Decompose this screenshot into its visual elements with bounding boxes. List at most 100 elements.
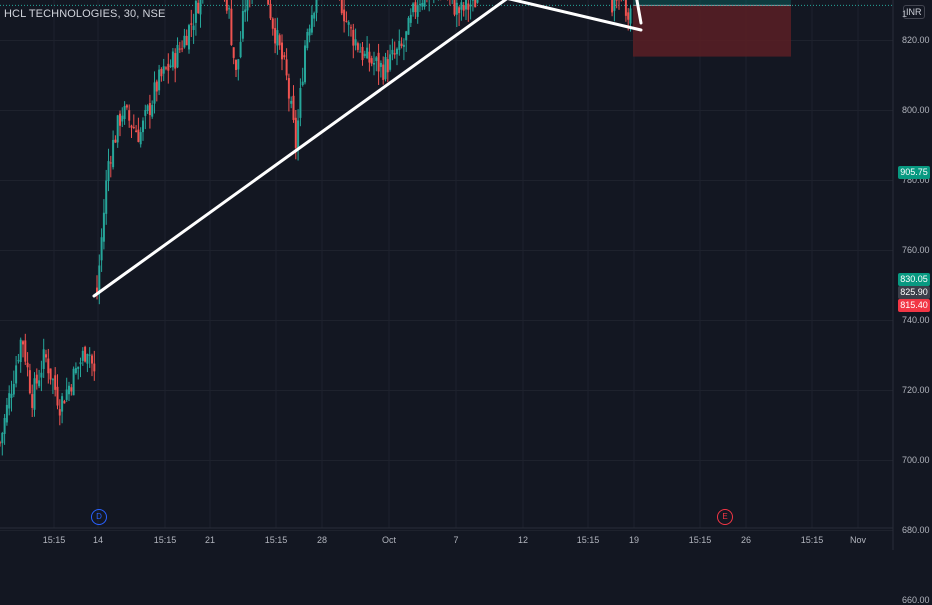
candle-body	[412, 3, 415, 13]
time-tick: 21	[204, 535, 216, 545]
candle-body	[3, 418, 6, 434]
candle-body	[294, 117, 297, 148]
event-marker-icon[interactable]: D	[91, 509, 107, 525]
candle-body	[308, 28, 311, 36]
price-tick: 780.00	[902, 174, 930, 185]
candle-body	[301, 81, 304, 85]
candle-body	[465, 0, 467, 10]
candle-body	[165, 67, 167, 69]
candle-body	[391, 49, 394, 55]
price-tick: 660.00	[902, 594, 930, 605]
candle-body	[278, 35, 281, 46]
candle-body	[304, 45, 306, 83]
candle-body	[471, 0, 474, 1]
candle-body	[54, 375, 57, 390]
candle-body	[382, 64, 385, 80]
candle-body	[192, 25, 195, 31]
candle-body	[86, 353, 89, 364]
candle-body	[274, 28, 277, 44]
candle-body	[244, 9, 247, 13]
symbol-title[interactable]: HCL TECHNOLOGIES, 30, NSE	[4, 8, 166, 20]
candle-body	[368, 51, 371, 63]
candle-body	[56, 386, 59, 406]
time-tick: 15:15	[153, 535, 177, 545]
price-tick: 820.00	[902, 34, 930, 45]
candle-body	[139, 132, 142, 145]
candle-body	[230, 8, 233, 45]
candle-body	[40, 372, 43, 378]
candle-body	[285, 59, 288, 76]
time-tick: Nov	[849, 535, 867, 545]
candle-body	[354, 39, 357, 46]
candle-body	[26, 362, 29, 368]
candle-body	[33, 378, 36, 410]
candle-body	[269, 3, 272, 19]
time-tick: 15:15	[42, 535, 66, 545]
candle-body	[93, 363, 96, 372]
time-tick: Oct	[381, 535, 397, 545]
candle-body	[306, 31, 309, 49]
time-tick: 15:15	[576, 535, 600, 545]
currency-button[interactable]: INR	[903, 5, 925, 19]
candle-body	[611, 0, 614, 13]
candle-body	[181, 48, 184, 50]
candle-body	[402, 44, 405, 47]
candle-body	[228, 8, 231, 10]
candle-body	[194, 0, 197, 23]
candle-body	[421, 2, 424, 7]
candle-body	[1, 432, 4, 444]
candle-body	[123, 105, 126, 120]
candle-body	[61, 396, 64, 412]
candle-body	[345, 20, 348, 22]
candle-body	[276, 30, 279, 46]
candle-body	[299, 88, 302, 118]
candle-body	[31, 394, 34, 408]
candle-body	[235, 59, 237, 70]
truncated-top-tick: 1	[902, 9, 908, 19]
chart-background	[0, 0, 932, 550]
candle-body	[283, 55, 286, 58]
candle-body	[109, 162, 112, 164]
candle-body	[167, 63, 170, 71]
candle-body	[12, 383, 15, 395]
candle-body	[105, 180, 108, 214]
candle-body	[162, 66, 165, 74]
candle-body	[151, 104, 154, 117]
candle-body	[130, 125, 133, 128]
time-tick: 7	[453, 535, 459, 545]
time-tick: 28	[316, 535, 328, 545]
candle-body	[128, 110, 131, 121]
price-tick: 760.00	[902, 244, 930, 255]
price-chart[interactable]	[0, 0, 932, 550]
candle-body	[77, 366, 80, 369]
candle-body	[17, 360, 20, 362]
candle-body	[366, 47, 369, 59]
candle-body	[70, 387, 73, 392]
candle-body	[15, 365, 18, 384]
candle-body	[423, 0, 426, 7]
candle-body	[155, 81, 158, 92]
candle-body	[65, 389, 68, 400]
candle-body	[45, 354, 47, 358]
candle-body	[132, 127, 135, 129]
candle-body	[169, 65, 172, 67]
lower-trendline	[92, 0, 508, 298]
candle-body	[81, 350, 84, 361]
candle-body	[627, 12, 630, 20]
candle-body	[72, 368, 75, 396]
candle-body	[19, 339, 22, 362]
candle-body	[188, 25, 190, 50]
candle-body	[144, 110, 147, 116]
candle-body	[361, 46, 364, 61]
price-tick: 700.00	[902, 454, 930, 465]
candle-body	[281, 42, 283, 60]
candle-body	[98, 265, 101, 292]
candle-body	[35, 374, 38, 384]
candle-body	[356, 43, 359, 50]
candle-body	[137, 129, 140, 142]
time-tick: 12	[517, 535, 529, 545]
candle-body	[102, 212, 105, 242]
candle-body	[63, 401, 66, 404]
candle-body	[379, 62, 382, 67]
event-marker-icon[interactable]: E	[717, 509, 733, 525]
